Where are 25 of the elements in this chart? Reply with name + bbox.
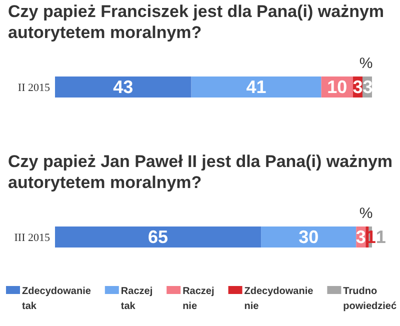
- legend-label: Trudno powiedzieć: [343, 286, 397, 312]
- data-label: 30: [298, 227, 319, 247]
- legend-label: Raczej tak: [120, 286, 153, 312]
- legend-label: Raczej nie: [182, 286, 214, 312]
- chart-title: Czy papież Franciszek jest dla Pana(i) ważnym autorytetem moralnym?: [8, 2, 384, 42]
- bar: [55, 226, 262, 248]
- data-label: 65: [148, 227, 168, 247]
- data-label: 43: [113, 77, 134, 97]
- bar: [55, 76, 192, 98]
- y-tick-label: III 2015: [14, 232, 50, 244]
- bar: [191, 76, 322, 98]
- data-label: 41: [246, 77, 266, 97]
- legend-label: Zdecydowanie tak: [22, 286, 92, 312]
- legend-label: Zdecydowanie nie: [244, 286, 314, 312]
- data-label: 3: [362, 77, 373, 97]
- y-tick-label: II 2015: [18, 82, 50, 94]
- bar: [261, 226, 356, 248]
- data-label: 3: [356, 227, 366, 247]
- data-label: 3: [352, 77, 363, 97]
- bar: [366, 226, 369, 248]
- data-label: 1: [376, 227, 386, 247]
- annotation: %: [359, 205, 373, 222]
- chart-title: Czy papież Jan Paweł II jest dla Pana(i) ważnym autorytetem moralnym?: [8, 152, 393, 192]
- annotation: %: [359, 55, 373, 72]
- data-label: 10: [327, 77, 348, 97]
